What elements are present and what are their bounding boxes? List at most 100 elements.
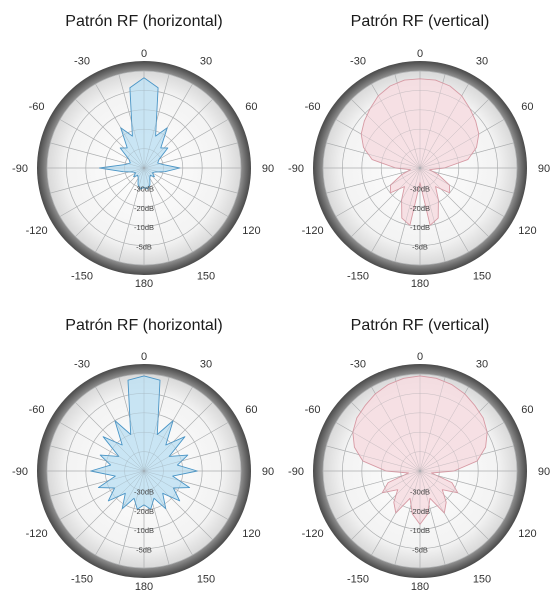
polar-chart-2: Patrón RF (vertical) -30dB -20dB -10dB -5dB 0… — [288, 13, 550, 290]
ring-label: -10dB — [134, 526, 154, 535]
grid-spoke-overlay — [95, 470, 145, 556]
grid-spoke-overlay — [143, 167, 229, 217]
ring-label: -5dB — [412, 546, 428, 555]
grid-spoke-overlay — [59, 470, 145, 520]
grid-spoke-overlay — [143, 99, 213, 169]
grid-ring-overlay — [400, 148, 440, 188]
ring-label: -20dB — [134, 204, 154, 213]
angle-label: 120 — [518, 225, 536, 237]
angle-label: 120 — [242, 528, 260, 540]
grid-spoke-overlay — [371, 83, 421, 169]
angle-label: -90 — [288, 163, 304, 175]
angle-label: 120 — [242, 225, 260, 237]
grid-spoke-overlay — [143, 470, 193, 556]
grid-ring-overlay — [85, 109, 203, 227]
angle-label: -150 — [347, 573, 369, 585]
angle-label: 150 — [197, 573, 215, 585]
grid-spoke-overlay — [419, 470, 505, 520]
polar-chart-3: Patrón RF (horizontal) -30dB -20dB -10dB -5d… — [12, 317, 274, 593]
grid-spoke-overlay — [394, 167, 421, 262]
angle-label: -150 — [71, 573, 93, 585]
angle-label: 150 — [473, 270, 491, 282]
grid-spoke-overlay — [118, 470, 145, 565]
angle-label: -150 — [71, 270, 93, 282]
grid-spoke-overlay — [419, 119, 505, 169]
grid-spoke-overlay — [143, 83, 193, 169]
chart-title: Patrón RF (horizontal) — [65, 317, 222, 334]
angle-label: -30 — [350, 56, 366, 68]
ring-label: -10dB — [410, 223, 430, 232]
angle-label: 120 — [518, 528, 536, 540]
ring-label: -30dB — [134, 184, 154, 193]
grid-spoke-overlay — [143, 470, 238, 497]
angle-label: 60 — [521, 404, 533, 416]
angle-label: 0 — [417, 48, 423, 60]
ring-label: -5dB — [136, 243, 152, 252]
grid-spoke-overlay — [143, 386, 193, 472]
grid-ring-overlay — [322, 373, 518, 569]
grid-spoke-overlay — [419, 402, 489, 472]
grid-ring-overlay — [66, 90, 222, 246]
ring-label: -30dB — [410, 487, 430, 496]
grid-spoke-overlay — [371, 167, 421, 253]
grid-spoke-overlay — [371, 470, 421, 556]
grid-spoke-overlay — [419, 470, 446, 565]
grid-spoke-overlay — [419, 167, 469, 253]
grid-spoke-overlay — [419, 422, 505, 472]
grid-spoke-overlay — [419, 99, 489, 169]
grid-ring-overlay — [105, 129, 183, 207]
grid-spoke-overlay — [419, 445, 514, 472]
angle-label: -60 — [305, 101, 321, 113]
ring-label: -5dB — [136, 546, 152, 555]
ring-label: -20dB — [134, 507, 154, 516]
angle-label: -60 — [29, 404, 45, 416]
angle-label: 180 — [135, 278, 153, 290]
grid-spoke-overlay — [118, 74, 145, 169]
angle-label: -60 — [305, 404, 321, 416]
ring-label: -10dB — [134, 223, 154, 232]
grid-ring-overlay — [66, 393, 222, 549]
grid-ring-overlay — [46, 373, 242, 569]
angle-label: 180 — [411, 278, 429, 290]
grid-ring-overlay — [46, 70, 242, 266]
grid-spoke-overlay — [419, 470, 514, 497]
grid-ring-overlay — [342, 393, 498, 549]
grid-spoke-overlay — [143, 377, 170, 472]
grid-spoke-overlay — [326, 470, 421, 497]
angle-label: 0 — [141, 351, 147, 363]
grid-spoke-overlay — [419, 167, 505, 217]
grid-ring-overlay — [85, 412, 203, 530]
grid-ring-overlay — [400, 451, 440, 491]
angle-label: -60 — [29, 101, 45, 113]
grid-ring-overlay — [361, 412, 479, 530]
ring-label: -30dB — [410, 184, 430, 193]
grid-ring-overlay — [361, 109, 479, 227]
chart-title: Patrón RF (vertical) — [351, 317, 490, 334]
grid-spoke-overlay — [143, 470, 213, 540]
angle-label: 60 — [521, 101, 533, 113]
grid-spoke-overlay — [75, 402, 145, 472]
grid-spoke-overlay — [326, 445, 421, 472]
grid-spoke-overlay — [419, 83, 469, 169]
grid-spoke-overlay — [419, 74, 446, 169]
angle-label: 60 — [245, 404, 257, 416]
grid-ring-overlay — [342, 90, 498, 246]
angle-label: 90 — [538, 466, 550, 478]
angle-label: -30 — [74, 359, 90, 371]
grid-spoke-overlay — [351, 470, 421, 540]
grid-spoke-overlay — [143, 74, 170, 169]
grid-spoke-overlay — [419, 167, 489, 237]
grid-spoke-overlay — [143, 142, 238, 169]
angle-label: 180 — [135, 581, 153, 593]
grid-spoke-overlay — [75, 470, 145, 540]
angle-label: -90 — [12, 466, 28, 478]
grid-spoke-overlay — [419, 167, 446, 262]
grid-spoke-overlay — [143, 422, 229, 472]
grid-spoke-overlay — [95, 386, 145, 472]
angle-label: 30 — [200, 359, 212, 371]
grid-spoke-overlay — [351, 402, 421, 472]
grid-spoke-overlay — [351, 167, 421, 237]
ring-label: -20dB — [410, 507, 430, 516]
angle-label: 30 — [200, 56, 212, 68]
